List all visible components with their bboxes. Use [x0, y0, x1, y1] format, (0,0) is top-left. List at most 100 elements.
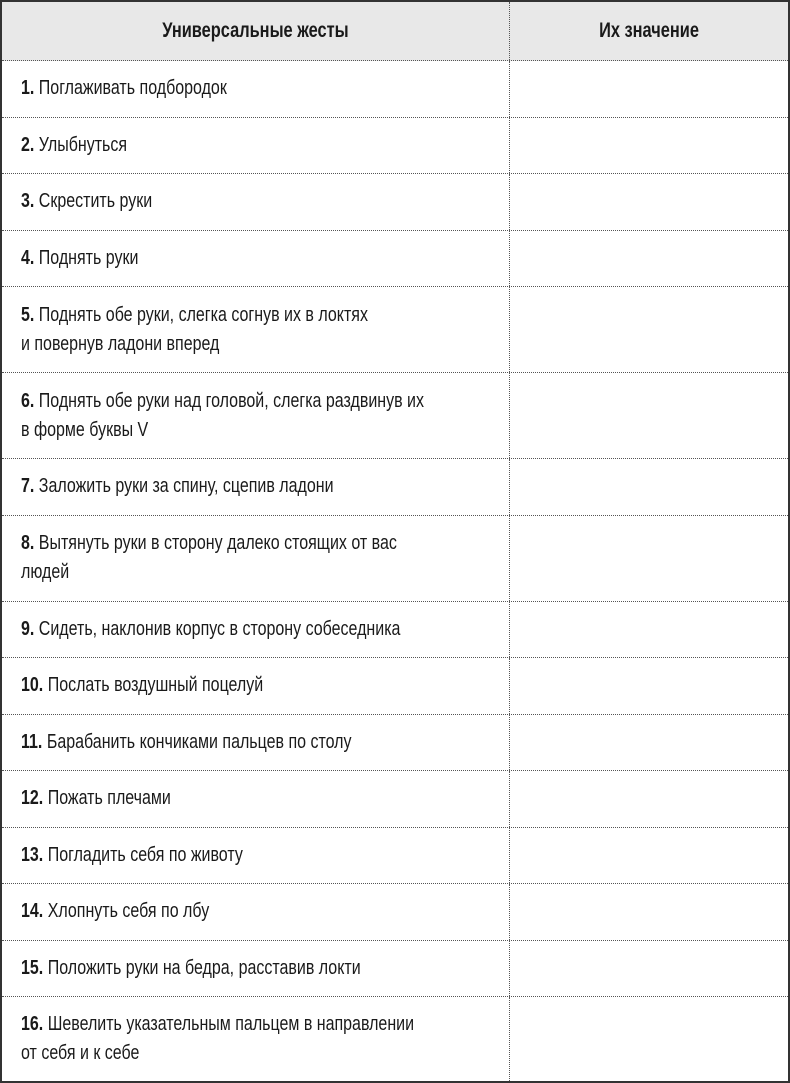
gesture-text-line: 15. Положить руки на бедра, расставив ло…	[21, 954, 411, 983]
header-gestures: Универсальные жесты	[2, 2, 510, 60]
gesture-cell: 4. Поднять руки	[2, 230, 510, 286]
meaning-cell[interactable]	[510, 459, 788, 515]
gesture-text: Хлопнуть себя по лбу	[47, 900, 210, 923]
meaning-cell[interactable]	[510, 997, 788, 1081]
table-row: 14. Хлопнуть себя по лбу	[2, 884, 788, 941]
gesture-number: 13.	[21, 843, 44, 866]
table-header: Универсальные жесты Их значение	[2, 2, 788, 61]
gesture-cell: 3. Скрестить руки	[2, 174, 510, 230]
gesture-text: Погладить себя по животу	[47, 843, 243, 866]
gesture-text: Шевелить указательным пальцем в направле…	[47, 1013, 415, 1035]
table-row: 15. Положить руки на бедра, расставив ло…	[2, 940, 788, 997]
table-row: 3. Скрестить руки	[2, 174, 788, 231]
meaning-cell[interactable]	[510, 828, 788, 884]
gesture-number: 3.	[21, 190, 35, 213]
header-gestures-label: Универсальные жесты	[162, 19, 349, 42]
gesture-number: 2.	[21, 133, 35, 156]
gesture-text-line: 3. Скрестить руки	[21, 187, 411, 216]
meaning-cell[interactable]	[510, 61, 788, 117]
meaning-cell[interactable]	[510, 174, 788, 230]
gesture-cell: 9. Сидеть, наклонив корпус в сторону соб…	[2, 601, 510, 657]
table-row: 11. Барабанить кончиками пальцев по стол…	[2, 714, 788, 771]
gesture-number: 15.	[21, 956, 44, 979]
gesture-text: Поднять обе руки над головой, слегка раз…	[38, 389, 424, 412]
gesture-number: 16.	[21, 1013, 44, 1035]
table-row: 4. Поднять руки	[2, 230, 788, 287]
gesture-text: Положить руки на бедра, расставив локти	[47, 956, 361, 979]
gesture-text-line: 12. Пожать плечами	[21, 784, 411, 813]
meaning-cell[interactable]	[510, 941, 788, 997]
gesture-number: 9.	[21, 617, 35, 640]
gesture-text-line: 2. Улыбнуться	[21, 131, 411, 160]
meaning-cell[interactable]	[510, 231, 788, 287]
table-row: 1. Поглаживать подбородок	[2, 61, 788, 118]
gesture-number: 7.	[21, 475, 35, 498]
gesture-text: Сидеть, наклонив корпус в сторону собесе…	[38, 617, 401, 640]
gesture-text: Пожать плечами	[47, 787, 171, 810]
gesture-text: Поднять руки	[38, 246, 139, 269]
gesture-text-line: 6. Поднять обе руки над головой, слегка …	[21, 387, 424, 416]
gesture-text-line: людей	[21, 558, 411, 587]
table-row: 16. Шевелить указательным пальцем в напр…	[2, 997, 788, 1081]
meaning-cell[interactable]	[510, 884, 788, 940]
gesture-text: Поглаживать подбородок	[38, 77, 227, 100]
gesture-cell: 6. Поднять обе руки над головой, слегка …	[2, 373, 510, 458]
gesture-cell: 1. Поглаживать подбородок	[2, 61, 510, 117]
gesture-cell: 15. Положить руки на бедра, расставив ло…	[2, 940, 510, 996]
gesture-cell: 14. Хлопнуть себя по лбу	[2, 884, 510, 940]
gesture-text: от себя и к себе	[21, 1042, 140, 1064]
meaning-cell[interactable]	[510, 287, 788, 372]
gesture-number: 1.	[21, 77, 35, 100]
gesture-text: в форме буквы V	[21, 418, 149, 441]
gesture-number: 8.	[21, 532, 35, 554]
gesture-number: 6.	[21, 389, 35, 412]
gesture-text-line: 14. Хлопнуть себя по лбу	[21, 897, 411, 926]
gesture-text-line: 7. Заложить руки за спину, сцепив ладони	[21, 472, 411, 501]
gesture-text: Поднять обе руки, слегка согнув их в лок…	[38, 303, 368, 326]
gesture-text: и повернув ладони вперед	[21, 332, 220, 355]
gesture-text-line: от себя и к себе	[21, 1039, 411, 1068]
gesture-text-line: 8. Вытянуть руки в сторону далеко стоящи…	[21, 529, 411, 558]
gesture-cell: 8. Вытянуть руки в сторону далеко стоящи…	[2, 515, 510, 601]
table-row: 5. Поднять обе руки, слегка согнув их в …	[2, 287, 788, 373]
gesture-text-line: 1. Поглаживать подбородок	[21, 74, 411, 103]
gesture-text-line: 10. Послать воздушный поцелуй	[21, 671, 411, 700]
gesture-text: Послать воздушный поцелуй	[47, 674, 264, 697]
gesture-text-line: 13. Погладить себя по животу	[21, 841, 411, 870]
meaning-cell[interactable]	[510, 715, 788, 771]
meaning-cell[interactable]	[510, 658, 788, 714]
gesture-text-line: в форме буквы V	[21, 416, 411, 445]
gesture-text: Улыбнуться	[38, 133, 128, 156]
header-meaning-label: Их значение	[599, 19, 699, 42]
meaning-cell[interactable]	[510, 516, 788, 601]
table-row: 8. Вытянуть руки в сторону далеко стоящи…	[2, 515, 788, 602]
table-row: 13. Погладить себя по животу	[2, 827, 788, 884]
meaning-cell[interactable]	[510, 118, 788, 174]
gesture-text: Вытянуть руки в сторону далеко стоящих о…	[38, 532, 397, 554]
gesture-text: Заложить руки за спину, сцепив ладони	[38, 475, 334, 498]
table-row: 6. Поднять обе руки над головой, слегка …	[2, 373, 788, 459]
meaning-cell[interactable]	[510, 771, 788, 827]
gesture-cell: 13. Погладить себя по животу	[2, 827, 510, 883]
gesture-text-line: 16. Шевелить указательным пальцем в напр…	[21, 1010, 415, 1039]
table-row: 2. Улыбнуться	[2, 117, 788, 174]
gesture-number: 5.	[21, 303, 35, 326]
gesture-cell: 7. Заложить руки за спину, сцепив ладони	[2, 459, 510, 515]
gesture-cell: 11. Барабанить кончиками пальцев по стол…	[2, 714, 510, 770]
gesture-text: людей	[21, 561, 70, 583]
header-meaning: Их значение	[510, 2, 788, 60]
table-row: 7. Заложить руки за спину, сцепив ладони	[2, 459, 788, 516]
gesture-number: 12.	[21, 787, 44, 810]
gesture-text: Скрестить руки	[38, 190, 153, 213]
gesture-cell: 5. Поднять обе руки, слегка согнув их в …	[2, 287, 510, 372]
meaning-cell[interactable]	[510, 602, 788, 658]
gesture-number: 4.	[21, 246, 35, 269]
gesture-text: Барабанить кончиками пальцев по столу	[46, 730, 352, 753]
gesture-text-line: и повернув ладони вперед	[21, 330, 411, 359]
gesture-number: 14.	[21, 900, 44, 923]
gesture-cell: 10. Послать воздушный поцелуй	[2, 658, 510, 714]
gesture-text-line: 11. Барабанить кончиками пальцев по стол…	[21, 728, 411, 757]
gesture-cell: 2. Улыбнуться	[2, 117, 510, 173]
meaning-cell[interactable]	[510, 373, 788, 458]
